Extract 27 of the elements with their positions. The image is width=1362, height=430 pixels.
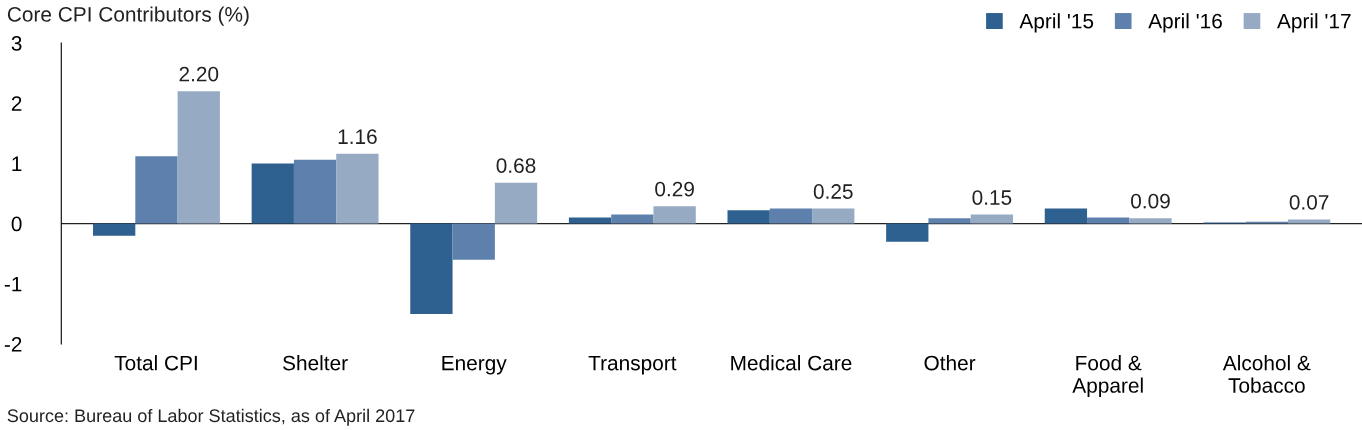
x-tick-label: Food & Apparel bbox=[1072, 355, 1143, 397]
data-label: 0.25 bbox=[813, 184, 853, 199]
data-label: 1.16 bbox=[338, 129, 377, 145]
y-tick-label: -2 bbox=[4, 337, 22, 352]
source-note: Source: Bureau of Labor Statistics, as of April 2017 bbox=[7, 408, 415, 426]
x-tick-label: Total CPI bbox=[114, 355, 197, 371]
data-label: 0.07 bbox=[1289, 194, 1329, 210]
data-label: 0.68 bbox=[496, 158, 536, 173]
x-tick-label: Other bbox=[924, 355, 976, 371]
x-tick-label: Medical Care bbox=[731, 355, 852, 371]
data-label: 0.15 bbox=[972, 190, 1012, 205]
data-label: 2.20 bbox=[179, 66, 219, 82]
y-tick-label: 1 bbox=[12, 156, 22, 171]
chart-title: Core CPI Contributors (%) bbox=[7, 6, 249, 26]
data-label: 0.29 bbox=[655, 181, 694, 197]
y-tick-label: 3 bbox=[11, 36, 22, 51]
y-tick-label: -1 bbox=[4, 277, 22, 292]
legend-label: April '15 bbox=[1019, 13, 1094, 33]
y-tick-label: 2 bbox=[11, 96, 22, 111]
legend-label: April '16 bbox=[1148, 13, 1222, 33]
x-tick-label: Transport bbox=[588, 355, 677, 375]
data-label: 0.09 bbox=[1131, 193, 1170, 209]
x-tick-label: Alcohol & Tobacco bbox=[1222, 355, 1311, 393]
x-tick-label: Energy bbox=[442, 355, 507, 375]
y-tick-label: 0 bbox=[11, 216, 22, 232]
legend-label: April '17 bbox=[1277, 13, 1351, 33]
x-tick-label: Shelter bbox=[283, 355, 348, 371]
